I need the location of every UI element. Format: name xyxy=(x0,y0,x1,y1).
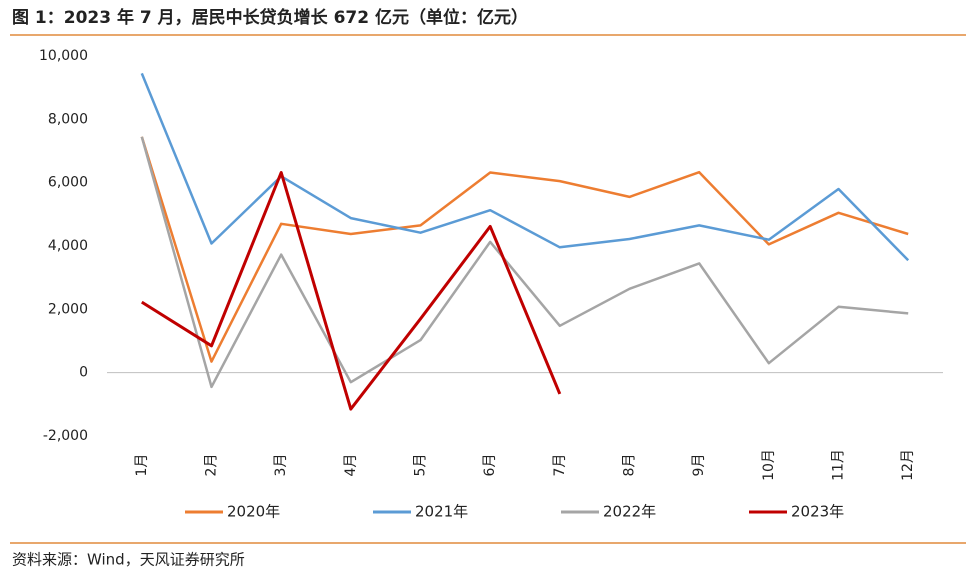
x-tick-label: 4月 xyxy=(343,454,359,477)
x-tick-label: 5月 xyxy=(413,454,429,477)
y-tick-label: 10,000 xyxy=(39,48,88,64)
y-tick-label: -2,000 xyxy=(43,428,88,444)
x-tick-label: 7月 xyxy=(552,454,568,477)
x-tick-label: 9月 xyxy=(691,454,707,477)
x-tick-label: 8月 xyxy=(622,454,638,477)
chart-title: 图 1：2023 年 7 月，居民中长贷负增长 672 亿元（单位：亿元） xyxy=(12,7,528,28)
legend-label: 2021年 xyxy=(415,503,468,521)
y-tick-label: 0 xyxy=(79,365,88,381)
y-tick-label: 4,000 xyxy=(48,238,88,254)
x-tick-label: 1月 xyxy=(134,454,150,477)
legend-label: 2023年 xyxy=(791,503,844,521)
series-line xyxy=(140,136,909,363)
legend-label: 2020年 xyxy=(227,503,280,521)
y-tick-label: 8,000 xyxy=(48,111,88,127)
series-line xyxy=(140,72,910,262)
y-tick-label: 2,000 xyxy=(48,301,88,317)
y-tick-label: 6,000 xyxy=(48,175,88,191)
legend-label: 2022年 xyxy=(603,503,656,521)
x-tick-label: 11月 xyxy=(831,449,847,481)
source: 资料来源：Wind，天风证券研究所 xyxy=(12,551,245,569)
x-tick-label: 12月 xyxy=(900,449,916,481)
x-tick-label: 6月 xyxy=(482,454,498,477)
x-tick-label: 2月 xyxy=(204,454,220,477)
series-line xyxy=(141,171,562,411)
series-line xyxy=(140,136,909,389)
x-tick-label: 3月 xyxy=(273,454,289,477)
x-tick-label: 10月 xyxy=(761,449,777,481)
